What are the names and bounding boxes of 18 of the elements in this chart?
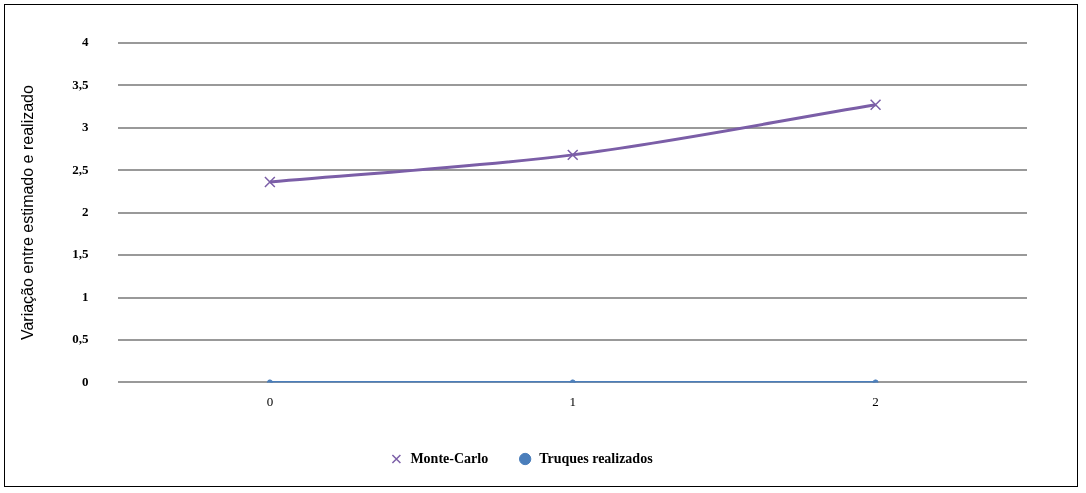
y-tick-label: 2 (81, 203, 89, 219)
point (567, 149, 579, 161)
y-tick-label: 0 (81, 373, 89, 389)
y-tick-label: 3 (81, 119, 89, 135)
y-tick-label: 4 (81, 34, 89, 50)
y-tick-label: 1 (81, 288, 89, 304)
point (264, 176, 276, 188)
y-axis-title: Variação entre estimado e realizado (19, 85, 37, 341)
x-tick-label: 2 (872, 393, 879, 409)
point (869, 99, 882, 111)
x-tick-label: 0 (266, 393, 274, 409)
legend-label: Monte-Carlo (410, 450, 489, 466)
x-tick-label: 1 (569, 393, 576, 409)
y-tick-label: 2,5 (72, 161, 89, 177)
y-tick-label: 1,5 (72, 246, 89, 262)
y-tick-label: 3,5 (72, 76, 89, 92)
legend-label: Truques realizados (539, 450, 654, 466)
y-tick-label: 0,5 (72, 331, 89, 347)
